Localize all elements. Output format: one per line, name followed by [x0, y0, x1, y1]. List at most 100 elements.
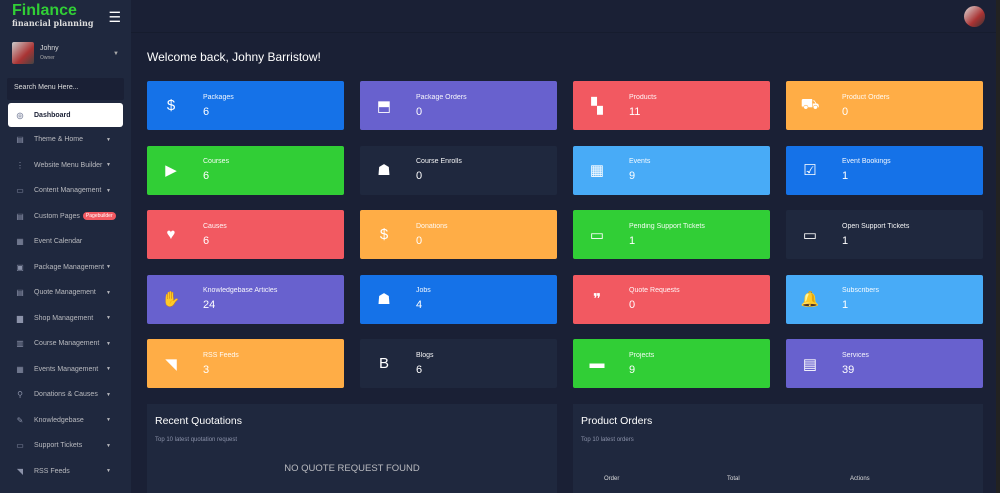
stat-card-product-orders[interactable]: ⛟ Product Orders 0 — [786, 81, 983, 130]
stat-value: 0 — [842, 105, 849, 118]
search-menu-input[interactable]: Search Menu Here... — [7, 78, 124, 100]
stat-value: 0 — [416, 105, 423, 118]
stat-card-subscribers[interactable]: 🔔 Subscribers 1 — [786, 274, 983, 324]
stat-label: Services — [842, 351, 869, 359]
stat-value: 6 — [416, 363, 423, 376]
stat-value: 6 — [203, 234, 210, 247]
sidebar-item-donations-causes[interactable]: ⚲ Donations & Causes ▼ — [0, 382, 131, 408]
stat-value: 1 — [842, 299, 849, 311]
sidebar-item-shop-management[interactable]: ▆ Shop Management ▼ — [0, 306, 131, 332]
stat-value: 1 — [629, 234, 636, 247]
rss-icon: ◥ — [16, 466, 24, 476]
stat-card-course-enrolls[interactable]: ☗ Course Enrolls 0 — [360, 145, 557, 195]
stat-label: Subscribers — [842, 287, 879, 294]
sidebar-item-label: Course Management — [34, 340, 100, 348]
stat-card-donations[interactable]: $ Donations 0 — [360, 210, 557, 259]
panel-subtitle: Top 10 latest quotation request — [155, 437, 238, 443]
stat-card-knowledgebase-articles[interactable]: ✋ Knowledgebase Articles 24 — [147, 274, 344, 324]
stat-card-rss-feeds[interactable]: ◥ RSS Feeds 3 — [147, 339, 344, 388]
sidebar-item-package-management[interactable]: ▣ Package Management ▼ — [0, 255, 131, 281]
hamburger-menu-icon[interactable]: ☰ — [108, 9, 121, 25]
hand-holding-icon: ⚲ — [17, 390, 23, 400]
sidebar-item-label: Shop Management — [34, 314, 94, 322]
stat-card-open-support-tickets[interactable]: ▭ Open Support Tickets 1 — [786, 210, 983, 259]
sidebar-item-rss-feeds[interactable]: ◥ RSS Feeds ▼ — [0, 459, 131, 485]
sidebar-item-knowledgebase[interactable]: ✎ Knowledgebase ▼ — [0, 408, 131, 434]
logo[interactable]: Finlance financial planning ☰ — [0, 0, 131, 33]
user-role: Owner — [40, 55, 55, 61]
caret-down-icon: ▼ — [106, 289, 111, 296]
sidebar-item-label: Donations & Causes — [34, 391, 98, 399]
stat-card-products[interactable]: ▚ Products 11 — [573, 81, 770, 130]
sidebar-item-label: Custom Pages — [34, 212, 80, 220]
quote-icon: ❞ — [592, 291, 602, 308]
sidebar-item-course-management[interactable]: ▥ Course Management ▼ — [0, 331, 131, 357]
stat-card-services[interactable]: ▤ Services 39 — [786, 339, 983, 388]
brand-title: Finlance — [12, 2, 77, 19]
calendar-icon: ▦ — [589, 162, 605, 179]
panel-subtitle: Top 10 latest orders — [581, 437, 634, 443]
stat-label: Courses — [203, 158, 230, 165]
sidebar-item-dashboard[interactable]: ◎ Dashboard — [8, 103, 123, 127]
chevron-down-icon[interactable]: ▼ — [113, 51, 119, 57]
stat-card-jobs[interactable]: ☗ Jobs 4 — [360, 274, 557, 324]
column-total: Total — [727, 476, 740, 482]
sidebar-item-website-menu-builder[interactable]: ⋮ Website Menu Builder ▼ — [0, 153, 131, 179]
sidebar-item-label: Support Tickets — [34, 442, 83, 450]
table-header: Order Total Actions — [581, 476, 975, 482]
stat-label: Causes — [203, 222, 227, 230]
user-avatar-button[interactable] — [964, 6, 985, 27]
sidebar-item-custom-pages[interactable]: ▤ Custom Pages Pagebuilder — [0, 204, 131, 230]
sidebar-item-quote-management[interactable]: ▤ Quote Management ▼ — [0, 280, 131, 306]
panel-title: Product Orders — [581, 415, 653, 427]
stat-label: Events — [629, 158, 651, 165]
sidebar-nav: ◎ Dashboard ▤ Theme & Home ▼ ⋮ Website Menu Bu… — [0, 103, 131, 493]
product-orders-panel: Product Orders Top 10 latest orders Orde… — [573, 404, 983, 493]
box-open-icon: ⬒ — [376, 97, 392, 115]
stat-card-projects[interactable]: ▬ Projects 9 — [573, 339, 770, 388]
stat-label: Jobs — [416, 287, 431, 294]
file-icon: ▤ — [16, 211, 24, 221]
bell-icon: 🔔 — [800, 291, 820, 308]
sidebar-item-content-management[interactable]: ▭ Content Management ▼ — [0, 178, 131, 204]
sidebar-item-support-tickets[interactable]: ▭ Support Tickets ▼ — [0, 433, 131, 459]
stat-card-package-orders[interactable]: ⬒ Package Orders 0 — [360, 81, 557, 130]
user-profile[interactable]: Johny Owner ▼ — [0, 33, 131, 73]
desktop-icon: ▭ — [16, 186, 24, 196]
sidebar-item-events-management[interactable]: ▦ Events Management ▼ — [0, 357, 131, 383]
stat-card-events[interactable]: ▦ Events 9 — [573, 145, 770, 195]
stat-label: Product Orders — [842, 93, 890, 101]
sidebar-item-theme-home[interactable]: ▤ Theme & Home ▼ — [0, 127, 131, 153]
caret-down-icon: ▼ — [106, 162, 111, 169]
stat-value: 6 — [203, 170, 210, 182]
file-dollar-icon: $ — [166, 97, 176, 114]
video-icon: ▶ — [165, 162, 177, 179]
stat-card-pending-support-tickets[interactable]: ▭ Pending Support Tickets 1 — [573, 210, 770, 259]
ellipsis-vertical-icon: ⋮ — [16, 160, 24, 170]
sidebar-item-users-management[interactable]: ◔Users Management▼ — [0, 484, 131, 493]
stat-label: Donations — [416, 222, 448, 230]
stat-card-event-bookings[interactable]: ☑ Event Bookings 1 — [786, 145, 983, 195]
stat-label: Packages — [203, 93, 234, 101]
sidebar-item-label: Website Menu Builder — [34, 161, 103, 169]
stat-value: 3 — [203, 363, 210, 376]
caret-down-icon: ▼ — [106, 315, 111, 322]
scrollbar[interactable] — [996, 0, 1000, 493]
calendar-check-icon: ☑ — [803, 162, 817, 179]
store-icon: ▆ — [16, 313, 24, 323]
stat-card-causes[interactable]: ♥ Causes 6 — [147, 210, 344, 259]
stat-card-packages[interactable]: $ Packages 6 — [147, 81, 344, 130]
sidebar-item-label: Quote Management — [34, 289, 96, 297]
sidebar-item-label: Dashboard — [34, 111, 71, 119]
empty-message: NO QUOTE REQUEST FOUND — [284, 463, 420, 474]
calendar-icon: ▦ — [16, 364, 24, 374]
user-graduate-icon: ☗ — [377, 162, 391, 179]
ticket-icon: ▭ — [802, 226, 818, 244]
sidebar-item-event-calendar[interactable]: ▦ Event Calendar — [0, 229, 131, 255]
stat-card-blogs[interactable]: B Blogs 6 — [360, 339, 557, 388]
stat-card-courses[interactable]: ▶ Courses 6 — [147, 145, 344, 195]
sidebar-item-label: RSS Feeds — [34, 467, 70, 475]
stat-card-quote-requests[interactable]: ❞ Quote Requests 0 — [573, 274, 770, 324]
stat-label: Open Support Tickets — [842, 222, 910, 230]
services-icon: ▤ — [802, 355, 818, 373]
